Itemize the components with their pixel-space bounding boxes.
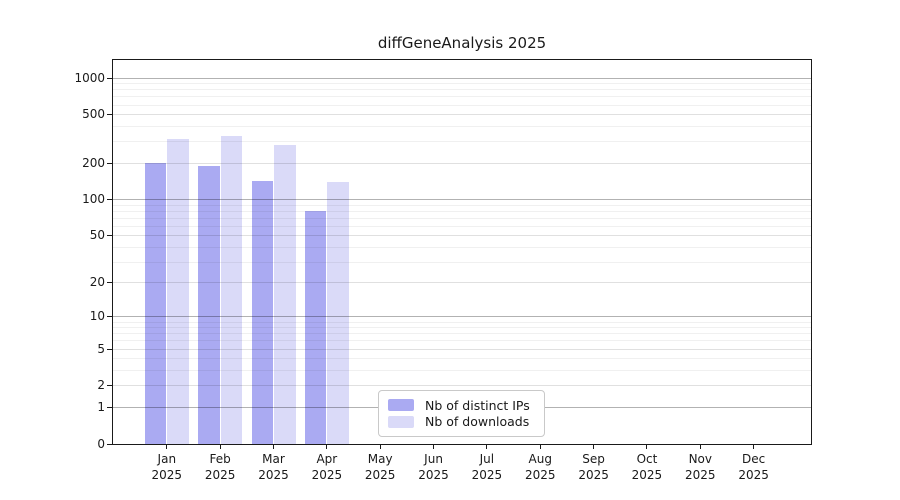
y-tick-mark — [107, 162, 112, 164]
gridline-minor — [113, 327, 811, 329]
legend-swatch-distinct-ips — [388, 399, 414, 412]
y-tick-mark — [107, 199, 112, 200]
x-tick-label-sep: Sep 2025 — [578, 452, 609, 482]
x-tick-label-apr: Apr 2025 — [311, 452, 343, 482]
x-tick-label-nov: Nov 2025 — [685, 452, 716, 482]
gridline — [113, 282, 811, 284]
x-tick-mark — [646, 445, 648, 449]
x-tick-mark — [379, 445, 381, 449]
x-tick-mark — [539, 445, 541, 449]
x-tick-mark — [486, 445, 488, 449]
bar-mar-nb-of-distinct-ips — [251, 180, 273, 444]
y-tick-label: 1 — [97, 399, 105, 414]
y-tick-label: 1000 — [74, 70, 105, 85]
gridline-minor — [113, 141, 811, 143]
gridline-minor — [113, 89, 811, 91]
x-tick-label-jan: Jan 2025 — [151, 452, 183, 482]
gridline-minor — [113, 321, 811, 323]
gridline-minor — [113, 333, 811, 335]
y-tick-mark — [107, 235, 112, 237]
x-tick-label-mar: Mar 2025 — [258, 452, 289, 482]
plot-area — [112, 59, 812, 445]
bar-feb-nb-of-downloads — [220, 135, 243, 444]
y-tick-label: 2 — [97, 378, 105, 393]
y-tick-mark — [107, 77, 112, 79]
x-tick-label-jun: Jun 2025 — [418, 452, 449, 482]
y-tick-label: 200 — [82, 155, 105, 170]
gridline-minor — [113, 246, 811, 248]
bar-jan-nb-of-distinct-ips — [144, 162, 167, 444]
gridline — [113, 316, 811, 318]
legend-label-distinct-ips: Nb of distinct IPs — [425, 397, 530, 413]
gridline-minor — [113, 210, 811, 212]
y-tick-mark — [107, 385, 112, 387]
gridline — [113, 114, 811, 116]
gridline-minor — [113, 217, 811, 219]
legend-label-downloads: Nb of downloads — [425, 414, 530, 430]
y-tick-mark — [107, 316, 112, 318]
legend: Nb of distinct IPs Nb of downloads — [378, 390, 545, 437]
bar-apr-nb-of-distinct-ips — [304, 211, 327, 444]
gridline — [113, 235, 811, 237]
gridline-minor — [113, 358, 811, 360]
x-tick-label-may: May 2025 — [364, 452, 396, 482]
gridline-minor — [113, 125, 811, 127]
y-tick-mark — [107, 406, 112, 408]
y-tick-mark — [107, 282, 112, 284]
gridline-minor — [113, 340, 811, 342]
x-tick-mark — [593, 445, 595, 449]
gridline — [113, 199, 811, 200]
gridline — [113, 348, 811, 350]
gridline-minor — [113, 104, 811, 106]
x-tick-mark — [219, 445, 221, 449]
x-tick-label-dec: Dec 2025 — [738, 452, 769, 482]
y-tick-label: 20 — [89, 275, 105, 290]
chart-title: diffGeneAnalysis 2025 — [377, 34, 547, 52]
bar-jan-nb-of-downloads — [167, 138, 189, 444]
gridline — [113, 77, 811, 79]
x-tick-mark — [273, 445, 274, 449]
gridline-minor — [113, 261, 811, 263]
y-tick-label: 0 — [97, 436, 105, 451]
y-tick-label: 50 — [89, 228, 105, 243]
x-tick-label-feb: Feb 2025 — [204, 452, 236, 482]
legend-item-downloads: Nb of downloads — [388, 414, 535, 431]
bar-mar-nb-of-downloads — [274, 145, 296, 444]
x-tick-mark — [699, 445, 701, 449]
bar-apr-nb-of-downloads — [327, 181, 349, 444]
x-tick-label-aug: Aug 2025 — [524, 452, 556, 482]
gridline — [113, 385, 811, 387]
y-tick-label: 500 — [82, 107, 105, 122]
gridline-minor — [113, 96, 811, 98]
gridline-minor — [113, 204, 811, 206]
y-tick-label: 5 — [97, 341, 105, 356]
gridline — [113, 162, 811, 164]
gridline-minor — [113, 370, 811, 372]
x-tick-mark — [753, 445, 755, 449]
x-tick-mark — [166, 445, 168, 449]
y-tick-label: 10 — [89, 309, 105, 324]
x-tick-label-jul: Jul 2025 — [471, 452, 503, 482]
x-tick-mark — [433, 445, 435, 449]
y-tick-label: 100 — [82, 192, 105, 206]
y-tick-mark — [107, 348, 112, 350]
legend-item-distinct-ips: Nb of distinct IPs — [388, 397, 535, 414]
bar-feb-nb-of-distinct-ips — [198, 165, 220, 444]
y-tick-mark — [107, 114, 112, 116]
y-tick-mark — [107, 443, 112, 445]
gridline-minor — [113, 83, 811, 85]
x-tick-mark — [326, 445, 328, 449]
gridline-minor — [113, 225, 811, 227]
x-tick-label-oct: Oct 2025 — [631, 452, 663, 482]
legend-swatch-downloads — [388, 415, 414, 428]
